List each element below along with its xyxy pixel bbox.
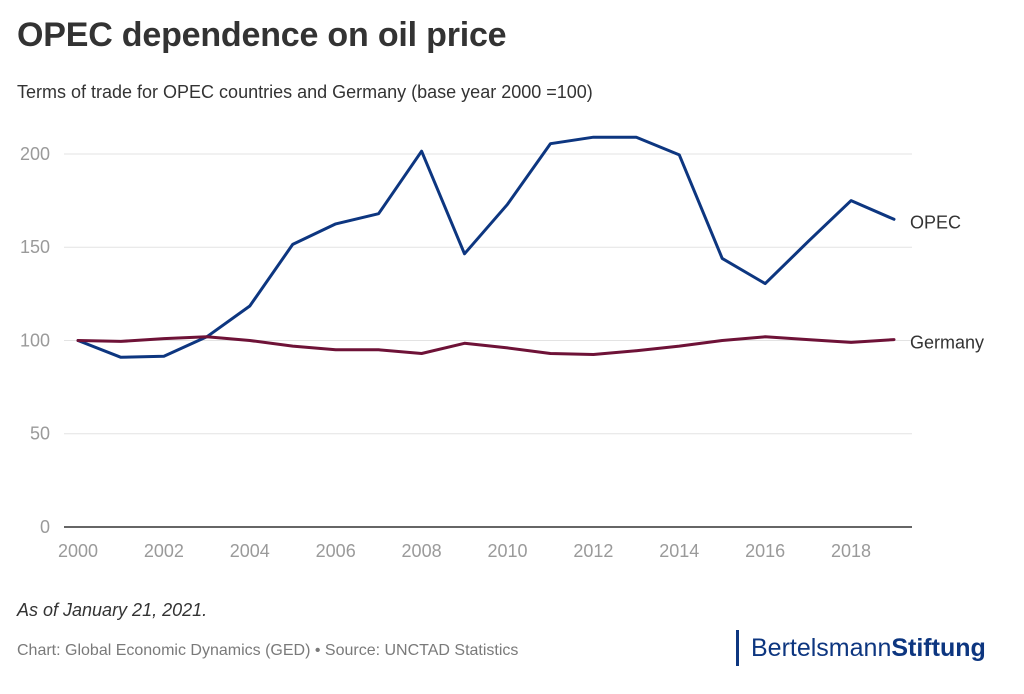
logo-text-bold: Stiftung — [891, 633, 986, 662]
label-layer: OPEC Germany — [910, 212, 984, 352]
x-tick-label: 2016 — [745, 541, 785, 561]
source-credit: Chart: Global Economic Dynamics (GED) • … — [17, 642, 519, 659]
y-tick-label: 50 — [30, 424, 50, 444]
series-layer — [76, 135, 896, 359]
x-tick-label: 2000 — [58, 541, 98, 561]
x-tick-label: 2004 — [230, 541, 270, 561]
chart-subtitle: Terms of trade for OPEC countries and Ge… — [17, 82, 593, 102]
date-note: As of January 21, 2021. — [17, 600, 208, 620]
x-tick-label: 2018 — [831, 541, 871, 561]
x-tick-label: 2008 — [402, 541, 442, 561]
line-chart: 0 50 100 150 200 2000 2002 2004 2006 2008 2010 2012… — [20, 135, 984, 561]
logo-text-light: Bertelsmann — [751, 633, 892, 662]
series-line-opec — [76, 135, 896, 359]
y-tick-label: 0 — [40, 517, 50, 537]
x-tick-label: 2014 — [659, 541, 699, 561]
series-label-opec: OPEC — [910, 212, 961, 232]
series-line-germany — [76, 335, 896, 356]
x-tick-label: 2012 — [573, 541, 613, 561]
y-tick-label: 100 — [20, 330, 50, 350]
series-label-germany: Germany — [910, 333, 984, 353]
x-tick-label: 2006 — [316, 541, 356, 561]
chart-title: OPEC dependence on oil price — [17, 16, 507, 54]
bertelsmann-stiftung-logo: Bertelsmann Stiftung — [736, 630, 986, 666]
y-tick-label: 200 — [20, 144, 50, 164]
x-tick-label: 2010 — [487, 541, 527, 561]
axis-layer: 0 50 100 150 200 2000 2002 2004 2006 2008 2010 2012… — [20, 144, 912, 561]
y-tick-label: 150 — [20, 237, 50, 257]
x-tick-label: 2002 — [144, 541, 184, 561]
grid-layer — [64, 153, 912, 435]
